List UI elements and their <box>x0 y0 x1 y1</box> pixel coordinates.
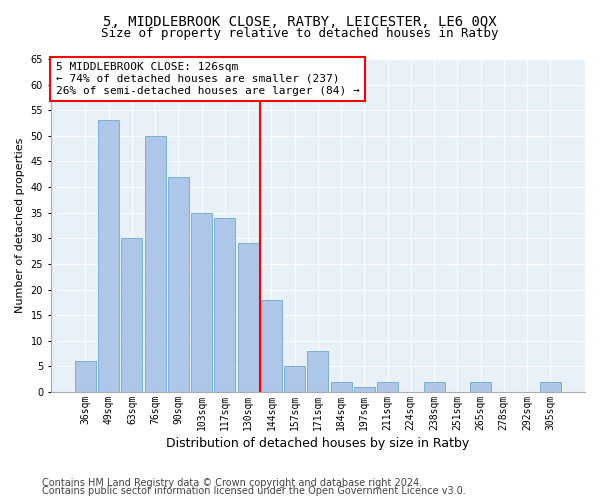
Bar <box>98 120 119 392</box>
X-axis label: Distribution of detached houses by size in Ratby: Distribution of detached houses by size … <box>166 437 469 450</box>
Bar <box>145 136 166 392</box>
Bar <box>121 238 142 392</box>
Bar <box>261 300 282 392</box>
Bar <box>284 366 305 392</box>
Bar <box>354 387 375 392</box>
Text: 5, MIDDLEBROOK CLOSE, RATBY, LEICESTER, LE6 0QX: 5, MIDDLEBROOK CLOSE, RATBY, LEICESTER, … <box>103 15 497 29</box>
Bar <box>307 351 328 392</box>
Bar <box>377 382 398 392</box>
Bar <box>214 218 235 392</box>
Y-axis label: Number of detached properties: Number of detached properties <box>15 138 25 313</box>
Text: Contains HM Land Registry data © Crown copyright and database right 2024.: Contains HM Land Registry data © Crown c… <box>42 478 422 488</box>
Text: Size of property relative to detached houses in Ratby: Size of property relative to detached ho… <box>101 28 499 40</box>
Bar <box>75 362 96 392</box>
Bar <box>424 382 445 392</box>
Bar <box>238 244 259 392</box>
Text: 5 MIDDLEBROOK CLOSE: 126sqm
← 74% of detached houses are smaller (237)
26% of se: 5 MIDDLEBROOK CLOSE: 126sqm ← 74% of det… <box>56 62 360 96</box>
Bar <box>540 382 561 392</box>
Bar <box>168 177 189 392</box>
Text: Contains public sector information licensed under the Open Government Licence v3: Contains public sector information licen… <box>42 486 466 496</box>
Bar <box>470 382 491 392</box>
Bar <box>191 212 212 392</box>
Bar <box>331 382 352 392</box>
